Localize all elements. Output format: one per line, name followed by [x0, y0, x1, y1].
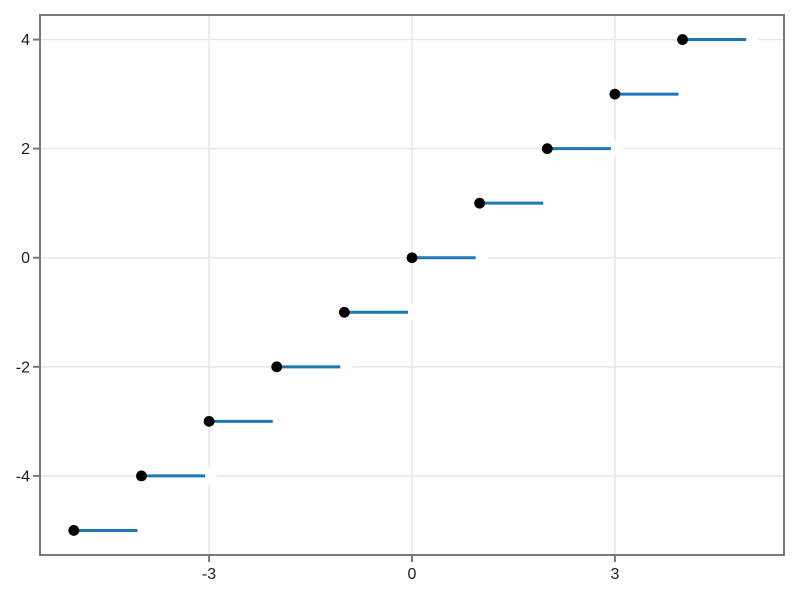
step-open-endpoint: [133, 522, 150, 539]
y-axis-tick-label: 4: [21, 32, 30, 49]
step-closed-endpoint: [609, 88, 621, 100]
step-open-endpoint: [674, 86, 691, 103]
step-open-endpoint: [268, 413, 285, 430]
step-open-endpoint: [404, 304, 420, 321]
step-closed-endpoint: [68, 525, 80, 536]
step-open-endpoint: [742, 31, 759, 48]
step-closed-endpoint: [136, 470, 147, 482]
step-closed-endpoint: [203, 415, 215, 427]
y-axis-tick-label: 0: [21, 250, 30, 267]
step-closed-endpoint: [406, 252, 418, 264]
step-open-endpoint: [201, 467, 218, 484]
step-open-endpoint: [471, 249, 488, 266]
x-axis-tick-label: -3: [202, 566, 216, 583]
y-axis-tick-label: -2: [16, 359, 30, 376]
step-open-endpoint: [336, 358, 353, 375]
y-axis-tick-label: -4: [16, 468, 30, 485]
step-closed-endpoint: [338, 306, 350, 318]
y-axis-tick-label: 2: [21, 141, 30, 158]
step-closed-endpoint: [271, 361, 283, 373]
plot-frame: [39, 14, 785, 556]
x-axis-tick-label: 3: [610, 566, 619, 583]
step-closed-endpoint: [541, 143, 553, 155]
step-closed-endpoint: [474, 197, 486, 209]
step-open-endpoint: [539, 195, 556, 212]
step-open-endpoint: [606, 140, 623, 157]
x-axis-tick-label: 0: [408, 566, 417, 583]
step-closed-endpoint: [677, 34, 688, 45]
